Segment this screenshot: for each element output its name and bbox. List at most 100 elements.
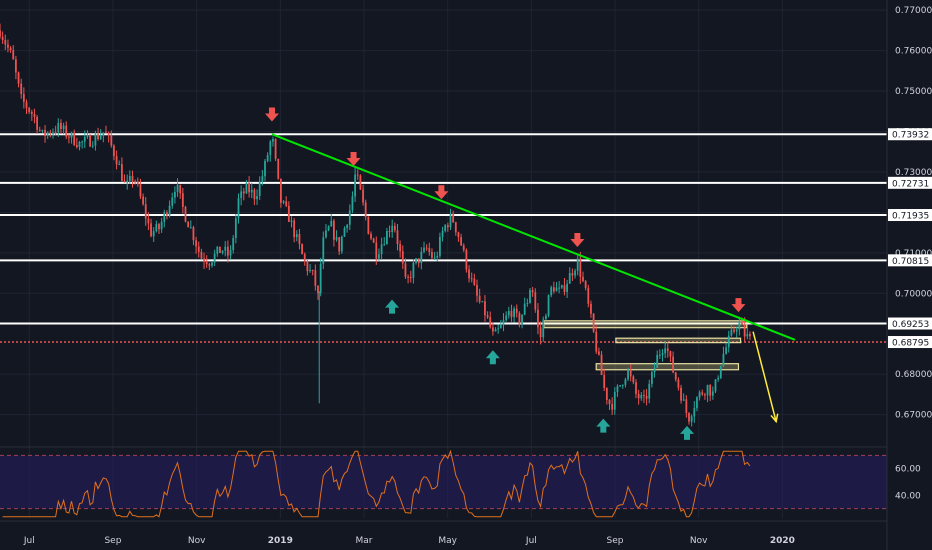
candle-body: [168, 205, 171, 216]
candle-body: [356, 174, 359, 176]
price-label-text: 0.72731: [892, 179, 929, 189]
sell-arrow-icon: [264, 107, 279, 122]
candle-body: [513, 308, 515, 318]
candle-body: [749, 334, 751, 337]
candle-body: [608, 399, 611, 404]
projection-arrow-line[interactable]: [752, 331, 777, 422]
candle-body: [645, 396, 648, 399]
candle-body: [118, 164, 121, 166]
candle-body: [91, 145, 94, 147]
candle-body: [367, 216, 370, 234]
candle-body: [25, 101, 28, 108]
candle-body: [179, 184, 182, 194]
price-tick-label: 0.67000: [895, 411, 932, 421]
candle-body: [144, 204, 147, 219]
candle-body: [407, 276, 409, 278]
candle-body: [677, 379, 680, 388]
candle-body: [696, 397, 698, 409]
candle-body: [78, 141, 81, 148]
rsi-tick-label: 40.00: [895, 491, 921, 501]
candle-body: [295, 234, 298, 238]
candle-body: [9, 47, 12, 51]
candle-body: [730, 329, 733, 336]
candle-body: [163, 212, 166, 222]
time-axis-label: May: [438, 536, 457, 546]
candle-body: [12, 50, 15, 60]
candle-body: [651, 372, 653, 384]
candle-body: [613, 391, 616, 410]
candle-body: [648, 383, 651, 399]
candle-body: [682, 399, 685, 401]
candle-body: [417, 258, 420, 264]
candle-body: [452, 213, 455, 223]
candle-body: [155, 224, 158, 232]
candle-body: [174, 191, 176, 198]
sell-arrow-icon: [346, 152, 361, 167]
candle-body: [706, 384, 709, 396]
candle-body: [277, 158, 280, 179]
candle-body: [470, 278, 473, 280]
candle-body: [211, 262, 213, 266]
candle-body: [399, 244, 402, 252]
candle-body: [89, 135, 91, 147]
candle-body: [693, 408, 696, 417]
candle-body: [560, 285, 563, 288]
candle-body: [81, 141, 84, 143]
price-axis[interactable]: [887, 0, 932, 550]
candle-body: [123, 180, 126, 183]
price-label-text: 0.73932: [892, 131, 929, 141]
candle-body: [637, 393, 640, 399]
candle-body: [598, 351, 600, 355]
price-tick-label: 0.73000: [895, 168, 932, 178]
candle-body: [317, 285, 319, 294]
candle-body: [7, 44, 9, 48]
candle-body: [420, 251, 423, 264]
sell-arrow-icon: [434, 185, 449, 200]
candle-body: [579, 258, 582, 277]
buy-arrow-icon: [385, 299, 400, 314]
candle-body: [658, 354, 661, 356]
time-axis-label: Nov: [188, 536, 206, 546]
support-resistance-zone[interactable]: [595, 363, 740, 371]
candle-body: [242, 191, 245, 194]
candle-body: [224, 246, 227, 251]
candle-body: [105, 132, 107, 134]
support-resistance-zone[interactable]: [543, 320, 748, 329]
candle-body: [351, 196, 354, 211]
candle-body: [563, 285, 566, 292]
buy-arrow-icon: [485, 350, 500, 365]
price-label-box: [888, 317, 932, 330]
price-tick-label: 0.71000: [895, 249, 932, 259]
candle-body: [454, 222, 457, 233]
candle-body: [17, 72, 20, 84]
candle-body: [669, 351, 672, 357]
time-axis-label: Sep: [104, 536, 121, 546]
candle-body: [280, 178, 282, 203]
candle-body: [656, 354, 659, 368]
candle-body: [139, 184, 142, 197]
candle-body: [375, 242, 378, 259]
projection-arrow-head: [770, 413, 779, 424]
candle-body: [128, 175, 131, 181]
candle-body: [250, 189, 253, 193]
candle-body: [83, 136, 86, 142]
candle-body: [121, 164, 123, 181]
candle-body: [409, 277, 412, 279]
candle-body: [187, 221, 190, 228]
price-label-text: 0.71935: [892, 212, 929, 222]
candle-body: [287, 205, 290, 222]
candle-body: [269, 141, 272, 156]
candle-body: [484, 301, 486, 316]
candle-body: [401, 251, 404, 264]
candle-body: [446, 225, 449, 228]
candle-body: [380, 244, 383, 255]
candle-body: [423, 247, 425, 252]
candle-body: [473, 278, 476, 285]
candle-body: [378, 254, 380, 259]
candle-body: [412, 262, 415, 278]
candle-body: [545, 315, 547, 320]
rsi-band: [0, 455, 887, 509]
support-resistance-zone[interactable]: [615, 337, 742, 344]
descending-trendline[interactable]: [271, 133, 796, 341]
